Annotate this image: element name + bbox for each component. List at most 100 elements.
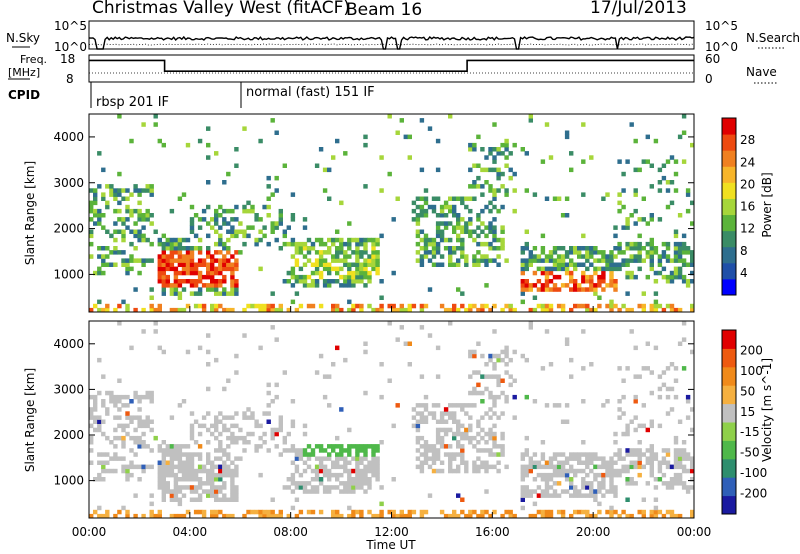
power-cell [278,221,283,226]
power-cell [157,241,162,247]
power-cell [448,196,453,201]
velocity-cell [327,456,332,461]
velocity-cell [609,505,614,511]
power-cell [673,266,679,272]
power-cell [633,254,638,259]
power-cell [193,266,199,272]
velocity-cell [637,448,642,453]
power-cell [661,266,667,272]
velocity-cell [419,419,425,424]
velocity-cell [480,435,485,441]
power-cell [165,283,170,288]
velocity-cell [310,452,316,457]
velocity-cell [222,427,227,433]
velocity-cell [222,485,227,490]
velocity-cell [222,460,227,465]
velocity-cell [649,472,654,478]
power-cell [456,246,461,251]
power-cell [266,196,271,201]
power-cell [560,283,566,288]
power-cell [355,279,360,284]
velocity-cell [197,431,203,437]
velocity-cell [359,477,364,482]
velocity-cell [464,464,469,470]
power-cell [339,307,344,313]
colorbar-tick-label: 4 [740,266,748,280]
power-cell [625,217,630,222]
power-cell [355,270,360,276]
velocity-cell [157,472,162,478]
power-cell [129,213,134,218]
velocity-cell [258,435,263,441]
power-cell [653,246,659,251]
velocity-cell [97,472,102,478]
colorbar-tick-label: 16 [740,200,755,214]
velocity-cell [129,419,134,424]
velocity-cell [633,399,638,404]
velocity-cell [617,456,622,461]
power-cell [577,283,582,288]
power-cell [395,130,400,135]
velocity-cell [589,362,594,367]
velocity-cell [560,468,566,474]
power-cell [653,138,659,144]
freq-tick-top: 18 [60,52,75,66]
velocity-cell [197,464,203,470]
velocity-cell [435,435,441,441]
velocity-cell [226,472,231,478]
power-cell [314,163,320,168]
velocity-cell [327,489,332,494]
power-cell [137,229,142,234]
power-cell [448,114,453,119]
power-cell [387,303,392,309]
power-cell [573,250,578,255]
power-cell [282,233,287,239]
velocity-cell [347,485,352,490]
velocity-cell [395,337,400,342]
velocity-cell [189,464,195,470]
velocity-cell [496,468,501,474]
y-tick-label: 1000 [53,474,84,488]
velocity-cell [605,460,610,465]
velocity-cell [649,419,654,424]
power-cell [452,229,457,234]
velocity-cell [230,472,235,478]
power-cell [161,258,166,263]
velocity-cell [677,477,683,482]
velocity-cell [173,477,179,482]
power-cell [97,307,102,313]
velocity-cell [564,403,570,408]
velocity-cell [625,513,630,519]
power-cell [214,221,219,226]
power-cell [387,171,392,177]
power-cell [520,147,525,152]
velocity-cell [452,403,457,408]
velocity-cell [201,509,207,515]
power-cell [520,266,525,272]
power-cell [621,303,626,309]
power-cell [161,279,166,284]
velocity-cell [226,513,231,519]
velocity-cell [690,460,695,465]
velocity-cell [193,419,199,424]
velocity-cell [552,468,558,474]
velocity-cell [137,415,142,420]
velocity-cell [375,456,380,461]
power-cell [367,270,372,276]
power-cell [548,266,554,272]
velocity-cell [238,427,243,433]
velocity-cell [109,468,114,474]
power-cell [601,258,606,263]
power-cell [97,266,102,272]
velocity-cell [234,497,239,502]
power-cell [226,237,231,243]
power-cell [524,287,529,292]
power-cell [197,291,203,296]
velocity-cell [464,411,469,416]
velocity-cell [226,464,231,470]
power-cell [649,307,654,313]
velocity-cell [649,513,654,519]
power-cell [536,287,542,292]
velocity-cell [500,444,505,449]
power-cell [488,151,493,156]
